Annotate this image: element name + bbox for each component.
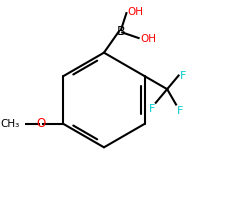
Text: OH: OH <box>127 7 143 17</box>
Text: F: F <box>180 71 186 81</box>
Text: B: B <box>117 25 125 38</box>
Text: F: F <box>177 106 183 116</box>
Text: F: F <box>148 104 155 114</box>
Text: CH₃: CH₃ <box>0 119 20 129</box>
Text: O: O <box>36 117 46 130</box>
Text: OH: OH <box>140 34 156 44</box>
